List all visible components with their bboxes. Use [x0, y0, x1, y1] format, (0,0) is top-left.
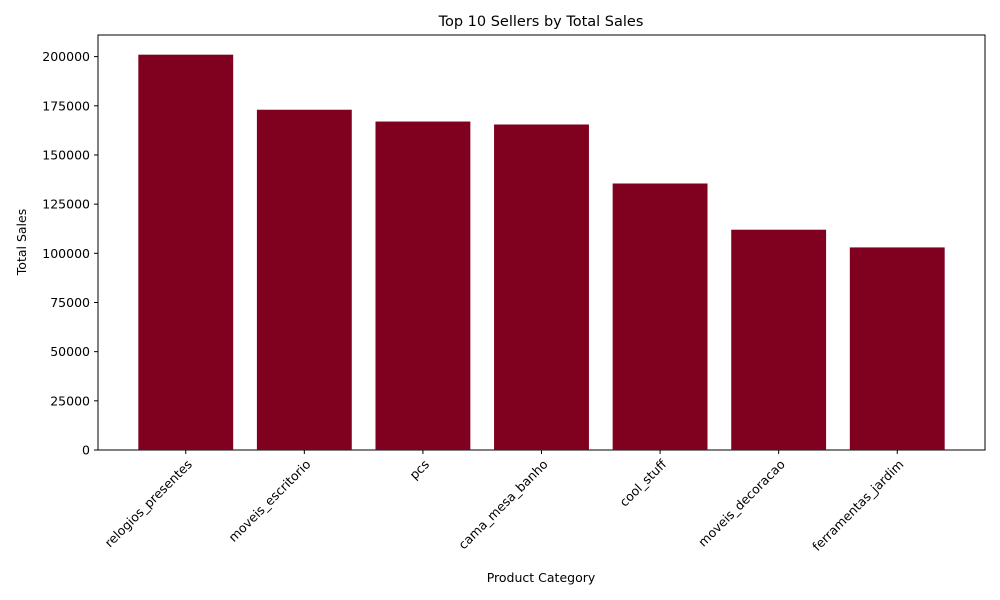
bars-group	[138, 54, 945, 451]
y-tick-label: 0	[82, 443, 90, 458]
bar-cama_mesa_banho	[494, 124, 589, 450]
y-axis-label: Total Sales	[14, 209, 29, 276]
y-tick-label: 25000	[50, 393, 90, 408]
x-tick-label: ferramentas_jardim	[809, 457, 906, 554]
x-tick-label: moveis_escritorio	[225, 457, 313, 545]
y-tick-label: 75000	[50, 295, 90, 310]
y-tick-label: 200000	[42, 49, 90, 64]
x-tick-label: cool_stuff	[616, 456, 669, 509]
x-tick-label: pcs	[406, 457, 432, 483]
y-tick-label: 125000	[42, 197, 90, 212]
bar-ferramentas_jardim	[849, 247, 945, 450]
y-tick-label: 150000	[42, 147, 90, 162]
bar-pcs	[375, 121, 471, 450]
x-tick-label: relogios_presentes	[101, 457, 194, 550]
x-tick-label: moveis_decoracao	[695, 457, 788, 550]
bar-relogios_presentes	[138, 54, 234, 451]
bar-moveis_decoracao	[731, 229, 827, 450]
x-axis: relogios_presentes moveis_escritorio pcs ca…	[101, 450, 906, 554]
bar-cool_stuff	[612, 183, 708, 451]
x-axis-label: Product Category	[487, 570, 596, 585]
chart-title: Top 10 Sellers by Total Sales	[438, 14, 644, 30]
y-tick-label: 50000	[50, 344, 90, 359]
y-tick-label: 100000	[42, 246, 90, 261]
bar-moveis_escritorio	[256, 109, 352, 451]
y-tick-label: 175000	[42, 98, 90, 113]
y-axis: 0 25000 50000 75000 100000 125000 150000 175000…	[42, 49, 98, 458]
x-tick-label: cama_mesa_banho	[455, 457, 550, 552]
